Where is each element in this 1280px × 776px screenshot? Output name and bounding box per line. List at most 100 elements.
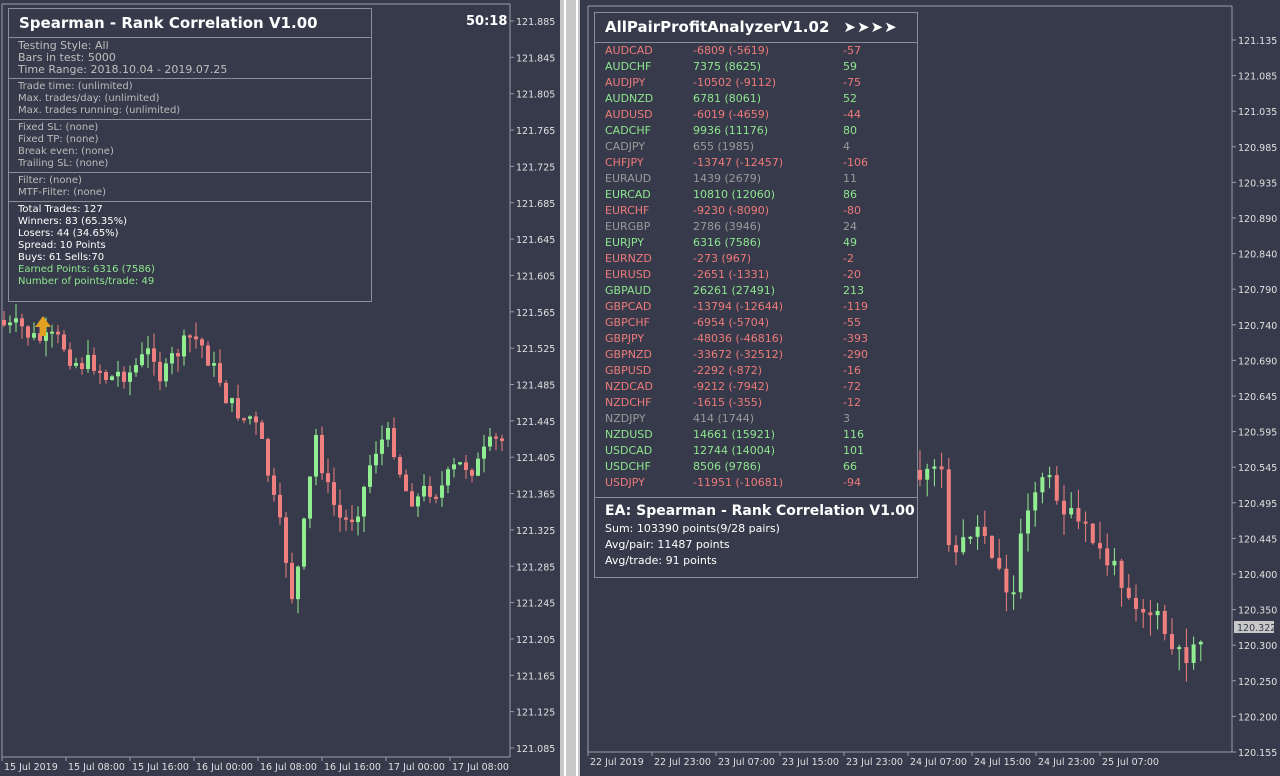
candle-body xyxy=(92,354,96,371)
candle-body xyxy=(314,434,318,477)
price-label: 121.725 xyxy=(516,162,555,173)
pair-row: AUDCAD -6809 (-5619) -57 xyxy=(595,43,917,59)
analyzer-summary: EA: Spearman - Rank Correlation V1.00 Su… xyxy=(595,497,917,569)
candle-body xyxy=(50,331,54,334)
pair-avg-points: 59 xyxy=(843,60,857,73)
pair-name: CADCHF xyxy=(605,124,651,137)
pair-points: -1615 (-355) xyxy=(693,396,763,409)
price-label: 121.085 xyxy=(1238,72,1277,83)
pair-points: 10810 (12060) xyxy=(693,188,776,201)
pair-avg-points: 213 xyxy=(843,284,864,297)
candle-body xyxy=(290,562,294,600)
pair-avg-points: -20 xyxy=(843,268,861,281)
candle-body xyxy=(188,335,192,338)
pair-name: USDCAD xyxy=(605,444,653,457)
pair-avg-points: -94 xyxy=(843,476,861,489)
pair-row: NZDJPY 414 (1744) 3 xyxy=(595,411,917,427)
pair-name: AUDCHF xyxy=(605,60,652,73)
pair-row: EURJPY 6316 (7586) 49 xyxy=(595,235,917,251)
price-label: 121.485 xyxy=(516,381,555,392)
pair-avg-points: -290 xyxy=(843,348,868,361)
candle-body xyxy=(20,318,24,327)
summary-avg-trade: Avg/trade: 91 points xyxy=(605,554,717,567)
ea-testing-style: Testing Style: All xyxy=(18,39,109,52)
ea-trailing-sl: Trailing SL: (none) xyxy=(18,158,109,169)
pair-avg-points: 101 xyxy=(843,444,864,457)
candle-body xyxy=(368,465,372,487)
ea-winners: Winners: 83 (65.35%) xyxy=(18,216,127,227)
candle-body xyxy=(80,363,84,369)
time-label: 15 Jul 2019 xyxy=(4,762,58,773)
price-label: 120.935 xyxy=(1238,178,1277,189)
pair-row: AUDCHF 7375 (8625) 59 xyxy=(595,59,917,75)
pair-avg-points: -55 xyxy=(843,316,861,329)
candle-body xyxy=(2,320,6,326)
pair-name: USDCHF xyxy=(605,460,651,473)
candle-body xyxy=(296,566,300,600)
pair-name: AUDJPY xyxy=(605,76,646,89)
pair-avg-points: 24 xyxy=(843,220,857,233)
pair-row: CADJPY 655 (1985) 4 xyxy=(595,139,917,155)
price-label: 121.805 xyxy=(516,90,555,101)
pair-name: AUDNZD xyxy=(605,92,654,105)
pair-row: USDCAD 12744 (14004) 101 xyxy=(595,443,917,459)
candle-body xyxy=(1098,543,1102,549)
price-label: 121.765 xyxy=(516,126,555,137)
price-label: 121.165 xyxy=(516,671,555,682)
price-label: 120.790 xyxy=(1238,285,1277,296)
candle-body xyxy=(374,453,378,466)
candle-body xyxy=(1040,477,1045,493)
candle-body xyxy=(194,336,198,340)
pair-name: GBPCHF xyxy=(605,316,650,329)
ea-max-trades-day: Max. trades/day: (unlimited) xyxy=(18,93,160,104)
pair-points: -10502 (-9112) xyxy=(693,76,777,89)
ea-break-even: Break even: (none) xyxy=(18,146,114,157)
price-label: 121.125 xyxy=(516,708,555,719)
pair-name: EURAUD xyxy=(605,172,652,185)
pair-row: AUDJPY -10502 (-9112) -75 xyxy=(595,75,917,91)
price-label: 120.890 xyxy=(1238,214,1277,225)
ea-section-stats: Total Trades: 127 Winners: 83 (65.35%) L… xyxy=(9,202,371,290)
time-label: 16 Jul 08:00 xyxy=(260,762,317,773)
candle-body xyxy=(152,348,156,362)
pair-row: EURCHF -9230 (-8090) -80 xyxy=(595,203,917,219)
candle-body xyxy=(272,475,276,495)
candle-body xyxy=(404,474,408,492)
arrows-icon: ➤➤➤➤ xyxy=(843,18,898,36)
time-label: 22 Jul 2019 xyxy=(590,757,644,768)
candle-body xyxy=(26,326,30,338)
candle-body xyxy=(464,462,468,471)
candle-body xyxy=(1054,475,1059,501)
pair-name: USDJPY xyxy=(605,476,645,489)
candle-body xyxy=(1047,475,1052,478)
pair-name: EURNZD xyxy=(605,252,652,265)
chart-window-left[interactable]: 121.885 121.845 121.805 121.765 121.725 121.6… xyxy=(0,0,560,776)
pair-name: NZDJPY xyxy=(605,412,646,425)
candle-body xyxy=(350,519,354,523)
current-price-box xyxy=(1234,621,1274,633)
pair-points: -48036 (-46816) xyxy=(693,332,784,345)
candle-body xyxy=(356,516,360,523)
candle-body xyxy=(1134,597,1138,609)
window-splitter[interactable] xyxy=(560,0,580,776)
candle-body xyxy=(392,427,396,458)
candle-body xyxy=(386,427,390,440)
pair-row: GBPNZD -33672 (-32512) -290 xyxy=(595,347,917,363)
pair-name: GBPJPY xyxy=(605,332,645,345)
pair-avg-points: -12 xyxy=(843,396,861,409)
candle-body xyxy=(308,476,312,519)
pair-avg-points: 49 xyxy=(843,236,857,249)
pair-points: 2786 (3946) xyxy=(693,220,762,233)
candle-body xyxy=(200,339,204,346)
price-label: 120.445 xyxy=(1238,534,1277,545)
candles xyxy=(2,304,504,614)
summary-sum: Sum: 103390 points(9/28 pairs) xyxy=(605,522,780,535)
pair-avg-points: 66 xyxy=(843,460,857,473)
price-label: 121.365 xyxy=(516,490,555,501)
price-label: 121.135 xyxy=(1238,36,1277,47)
pair-points: -2651 (-1331) xyxy=(693,268,770,281)
candle-body xyxy=(1112,560,1117,566)
analyzer-title-bar: AllPairProfitAnalyzerV1.02 ➤➤➤➤ xyxy=(595,13,917,43)
price-label: 120.985 xyxy=(1238,143,1277,154)
candle-body xyxy=(1004,568,1009,593)
